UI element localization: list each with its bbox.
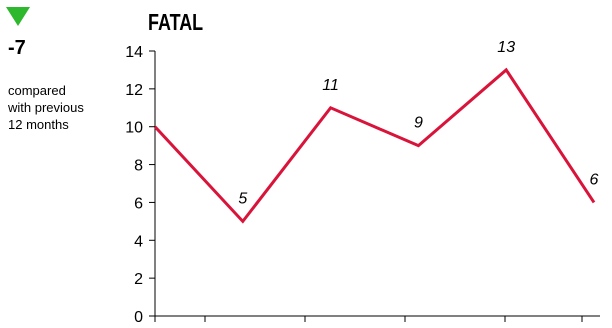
data-label: 13 [497, 39, 515, 56]
trend-delta-value: -7 [8, 37, 26, 59]
data-label: 11 [322, 77, 339, 94]
y-tick-label: 4 [134, 233, 143, 250]
y-tick-label: 2 [134, 271, 143, 288]
y-tick-label: 12 [125, 82, 143, 99]
trend-note-line-1: compared [8, 83, 66, 98]
trend-note-line-3: 12 months [8, 117, 69, 132]
y-tick-label: 8 [134, 158, 143, 175]
y-tick-label: 14 [125, 44, 143, 61]
trend-down-arrow-icon [6, 7, 30, 26]
y-tick-label: 10 [125, 120, 143, 137]
trend-comparison-note: compared with previous 12 months [8, 82, 118, 133]
trend-arrow-shape [6, 7, 30, 26]
data-label: 9 [414, 115, 423, 132]
data-label: 5 [238, 190, 247, 207]
trend-note-line-2: with previous [8, 100, 84, 115]
series-line [153, 67, 596, 224]
y-tick-label: 6 [134, 195, 143, 212]
y-tick-label: 0 [134, 309, 143, 326]
chart-title: FATAL [148, 9, 204, 35]
data-label: 6 [590, 171, 599, 188]
